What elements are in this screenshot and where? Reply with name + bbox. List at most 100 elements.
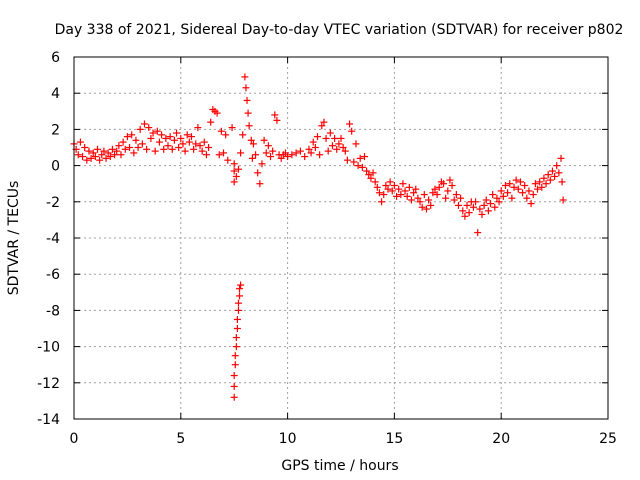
data-point	[454, 201, 462, 209]
data-point	[149, 129, 157, 137]
data-point	[459, 207, 467, 215]
data-point	[446, 176, 454, 184]
data-point	[420, 191, 428, 199]
data-point	[194, 124, 202, 132]
data-point	[337, 134, 345, 142]
data-point	[476, 205, 484, 213]
data-point	[106, 153, 114, 161]
data-point	[480, 201, 488, 209]
data-point	[108, 145, 116, 153]
y-tick-label: -14	[37, 412, 60, 428]
x-tick-label: 25	[599, 431, 617, 447]
data-point	[433, 191, 441, 199]
data-point	[501, 182, 509, 190]
data-point	[318, 122, 326, 130]
data-point	[192, 140, 200, 148]
data-point	[244, 109, 252, 117]
data-point	[245, 122, 253, 130]
data-point	[390, 182, 398, 190]
data-point	[145, 124, 153, 132]
data-point	[205, 144, 213, 151]
data-point	[207, 118, 215, 126]
data-point	[386, 178, 394, 186]
y-tick-label: 4	[51, 86, 60, 102]
data-point	[181, 147, 189, 155]
data-point	[305, 145, 313, 153]
data-point	[472, 198, 480, 206]
data-point	[314, 133, 322, 141]
data-point	[422, 205, 430, 213]
data-point	[126, 144, 134, 151]
data-point	[553, 162, 561, 170]
data-point	[130, 149, 138, 157]
data-point	[115, 142, 123, 150]
data-point	[548, 167, 556, 175]
data-point	[493, 194, 501, 202]
data-point	[510, 183, 518, 191]
data-point	[267, 153, 275, 161]
data-point	[375, 189, 383, 197]
data-point	[339, 144, 347, 151]
data-point	[352, 140, 360, 148]
data-point	[384, 185, 392, 193]
data-point	[478, 210, 486, 218]
data-point	[551, 172, 559, 180]
y-tick-label: -6	[46, 267, 60, 283]
data-point	[230, 382, 238, 390]
data-point	[85, 147, 93, 155]
data-point	[220, 149, 228, 157]
data-point	[113, 147, 121, 155]
data-point	[76, 138, 84, 146]
data-point	[185, 138, 193, 146]
data-point	[440, 180, 448, 188]
data-point	[296, 147, 304, 155]
data-point	[307, 149, 315, 157]
data-point	[309, 138, 317, 146]
data-point	[166, 133, 174, 141]
data-point	[378, 198, 386, 206]
data-point	[427, 201, 435, 209]
data-point	[91, 153, 99, 161]
data-point	[544, 171, 552, 179]
data-point	[234, 299, 242, 307]
data-point	[489, 191, 497, 199]
data-point	[217, 127, 225, 135]
data-point	[74, 151, 82, 159]
data-point	[232, 172, 240, 180]
data-point	[117, 151, 125, 159]
x-tick-label: 15	[385, 431, 403, 447]
data-point	[452, 191, 460, 199]
data-point	[175, 144, 183, 151]
data-point	[231, 361, 239, 369]
data-point	[395, 185, 403, 193]
y-tick-label: -10	[37, 340, 60, 356]
data-point	[523, 194, 531, 202]
data-point	[491, 203, 499, 211]
data-point	[215, 151, 223, 159]
data-point	[487, 200, 495, 208]
data-point	[388, 187, 396, 195]
data-point	[121, 145, 129, 153]
data-point	[521, 182, 529, 190]
data-point	[119, 138, 127, 146]
data-point	[98, 151, 106, 159]
data-point	[333, 145, 341, 153]
data-point	[465, 209, 473, 217]
data-point	[81, 144, 89, 151]
data-point	[527, 200, 535, 208]
data-point	[179, 140, 187, 148]
data-point	[358, 163, 366, 171]
data-point	[356, 154, 364, 162]
data-point	[369, 169, 377, 177]
data-point	[516, 178, 524, 186]
data-point	[228, 124, 236, 132]
data-point	[407, 196, 415, 204]
data-point	[136, 125, 144, 133]
data-point	[418, 203, 426, 211]
data-point	[508, 194, 516, 202]
data-point	[132, 136, 140, 144]
data-point	[365, 171, 373, 179]
data-point	[230, 178, 238, 186]
data-point	[363, 167, 371, 175]
